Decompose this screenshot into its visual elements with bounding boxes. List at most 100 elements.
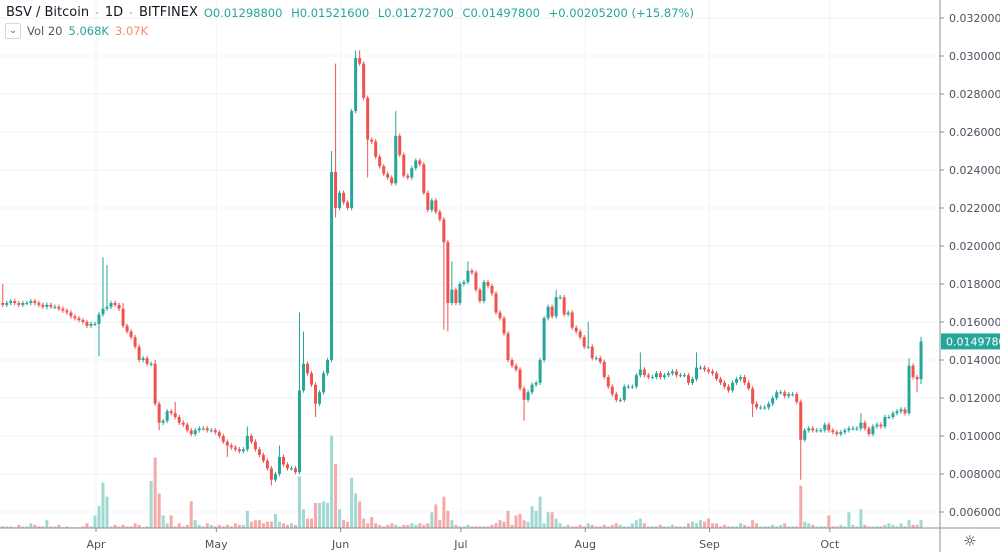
- chevron-down-icon[interactable]: ⌄: [5, 23, 21, 39]
- candle-body: [334, 171, 338, 208]
- x-tick-label: Aug: [574, 538, 595, 551]
- volume-bar: [626, 526, 630, 528]
- volume-bar: [634, 520, 638, 528]
- volume-bar: [614, 523, 618, 528]
- volume-bar: [362, 518, 366, 528]
- volume-bar: [719, 526, 723, 528]
- candle: [65, 308, 69, 315]
- volume-bar: [919, 520, 923, 528]
- candle-body: [799, 401, 803, 440]
- candle-body: [674, 371, 678, 376]
- volume-bar: [358, 501, 362, 528]
- volume-bar: [161, 515, 165, 528]
- candle-body: [506, 333, 510, 360]
- volume-bar: [37, 526, 41, 528]
- volume-bar: [177, 523, 181, 528]
- candle-body: [398, 135, 402, 155]
- candle-body: [494, 293, 498, 313]
- candle-body: [362, 63, 366, 98]
- candle: [201, 426, 205, 431]
- candle-body: [775, 392, 779, 398]
- volume-bar: [93, 515, 97, 528]
- candle: [298, 312, 301, 475]
- volume-bar: [430, 512, 434, 528]
- candle-body: [366, 97, 370, 140]
- symbol-legend: BSV / Bitcoin · 1D · BITFINEX O0.0129880…: [6, 5, 699, 20]
- candle-body: [891, 413, 895, 417]
- symbol-name[interactable]: BSV / Bitcoin: [6, 5, 90, 20]
- candle-body: [189, 430, 193, 435]
- candle: [378, 154, 382, 169]
- volume-bar: [835, 526, 839, 528]
- candle: [578, 329, 582, 340]
- volume-bar: [526, 521, 530, 528]
- volume-bar: [65, 526, 69, 528]
- candle: [386, 171, 390, 180]
- candle: [751, 386, 755, 417]
- candle-body: [650, 377, 654, 379]
- candle: [113, 300, 117, 308]
- volume-bar: [819, 526, 823, 528]
- volume-bar: [891, 524, 895, 528]
- candle: [855, 426, 859, 431]
- time-axis[interactable]: Apr May Jun Jul Aug Sep Oct: [0, 527, 1000, 551]
- volume-bar: [33, 524, 37, 528]
- volume-bar: [606, 526, 610, 528]
- volume-bar: [201, 526, 205, 528]
- y-tick-label: 0.00800000: [949, 468, 1000, 481]
- candle: [426, 190, 430, 213]
- volume-bar: [374, 523, 378, 528]
- volume-label[interactable]: Vol 20: [27, 24, 63, 38]
- candle-body: [45, 304, 49, 307]
- volume-bar: [566, 524, 570, 528]
- candle-body: [237, 449, 241, 452]
- volume-ma: 3.07K: [114, 24, 149, 38]
- candle-body: [285, 464, 289, 469]
- volume-bar: [699, 520, 702, 528]
- candle: [694, 352, 698, 382]
- y-tick-label: 0.02400000: [949, 164, 1000, 177]
- candle: [390, 175, 394, 186]
- volume-bar: [815, 526, 819, 528]
- gear-icon[interactable]: ☼: [963, 532, 977, 550]
- volume-bar: [775, 526, 779, 528]
- volume-bar: [181, 526, 185, 528]
- candle: [919, 336, 923, 385]
- volume-bar: [298, 476, 301, 528]
- candle: [245, 426, 249, 452]
- volume-bar: [498, 520, 502, 528]
- volume-bar: [269, 521, 273, 528]
- volume-bar: [855, 526, 859, 528]
- candle-body: [117, 304, 121, 309]
- volume-bar: [590, 524, 594, 528]
- volume-bar: [426, 523, 430, 528]
- candle-body: [827, 424, 831, 431]
- volume-bar: [173, 526, 177, 528]
- close-value: C0.01497800: [462, 5, 541, 20]
- candle-body: [626, 386, 630, 388]
- candle: [414, 158, 418, 171]
- price-axis[interactable]: 0.03200000 0.03000000 0.02800000 0.02600000…: [939, 0, 1000, 552]
- candle-body: [77, 318, 81, 321]
- candle-body: [426, 192, 430, 210]
- candle: [739, 374, 743, 382]
- ohlc-values: O0.01298800 H0.01521600 L0.01272700 C0.0…: [204, 6, 699, 20]
- volume-bar: [703, 521, 707, 528]
- volume-bar: [378, 524, 382, 528]
- volume-bar: [506, 510, 510, 528]
- candle-body: [113, 303, 117, 305]
- candle-body: [394, 135, 398, 184]
- candle: [209, 428, 213, 433]
- candle: [783, 390, 787, 399]
- candle: [823, 422, 827, 433]
- candle-body: [823, 424, 827, 431]
- volume-bar: [747, 526, 751, 528]
- candle-body: [723, 382, 727, 387]
- candle-body: [739, 377, 743, 379]
- candle-body: [346, 202, 350, 208]
- candle: [229, 443, 233, 450]
- y-tick-label: 0.01200000: [949, 392, 1000, 405]
- candle-body: [338, 192, 342, 208]
- candle: [1, 284, 5, 308]
